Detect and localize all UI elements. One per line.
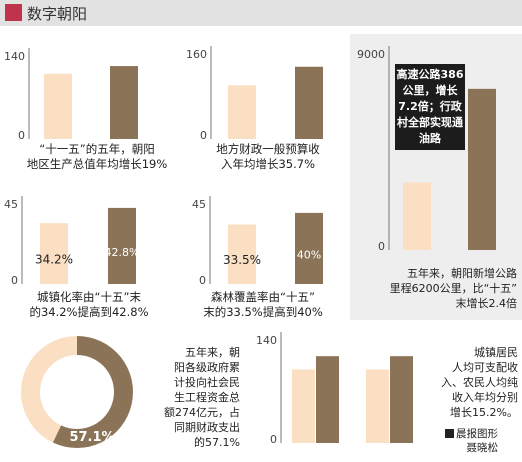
forest-data-label: 40%	[297, 248, 321, 261]
roads-bar	[403, 182, 431, 250]
income-tick-label: 140	[256, 334, 277, 347]
urbanization-caption: 城镇化率由“十五”末 的34.2%提高到42.8%	[14, 290, 164, 320]
caption-line: 人均可支配收	[452, 361, 518, 374]
welfare-caption: 五年来，朝 阳各级政府累 计投向社会民 生工程资金总 额274亿元，占 同期财政…	[136, 345, 240, 450]
welfare-data-label: 57.1%	[69, 430, 114, 445]
caption-line: 地区生产总值年均增长19%	[26, 157, 168, 171]
caption-line: 五年来，朝阳新增公路	[407, 267, 517, 280]
revenue-bar	[295, 66, 323, 139]
welfare-donut-slice	[21, 336, 77, 443]
caption-line: 增长15.2%。	[450, 406, 518, 419]
caption-line: 森林覆盖率由“十五”	[211, 290, 315, 304]
urbanization-tick-label: 45	[4, 198, 18, 211]
caption-line: 的34.2%提高到42.8%	[29, 305, 149, 319]
welfare-donut-slice	[52, 336, 133, 448]
page-title: 数字朝阳	[27, 5, 88, 23]
urbanization-bar	[108, 207, 136, 284]
caption-line: 计投向社会民	[174, 376, 240, 389]
header-square-icon	[5, 4, 22, 21]
credit-line: 聂晓松	[466, 442, 499, 454]
caption-line: 里程6200公里，比“十五”	[389, 282, 517, 295]
caption-line: 阳各级政府累	[174, 361, 240, 374]
caption-line: 额274亿元，占	[164, 406, 240, 419]
roads-tick-label: 0	[378, 240, 385, 253]
roads-bar	[468, 88, 496, 250]
caption-line: 生工程资金总	[174, 391, 240, 404]
forest-bar	[228, 224, 256, 284]
caption-line: 末增长2.4倍	[455, 297, 518, 310]
caption-line: 城镇化率由“十五”末	[37, 290, 141, 304]
roads-callout: 高速公路386公里，增长7.2倍；行政村全部实现通油路	[395, 64, 465, 150]
income-bar	[366, 369, 389, 443]
urbanization-tick-label: 0	[11, 274, 18, 287]
forest-tick-label: 45	[192, 198, 206, 211]
caption-line: “十一五”的五年，朝阳	[39, 142, 155, 156]
income-bar	[316, 356, 339, 443]
gdp-tick-label: 140	[4, 50, 25, 63]
urbanization-bar	[40, 223, 68, 284]
caption-line: 入、农民人均纯	[441, 376, 518, 389]
credit: 晨报图形 聂晓松	[445, 427, 498, 455]
income-bar	[390, 356, 413, 443]
forest-caption: 森林覆盖率由“十五” 末的33.5%提高到40%	[188, 290, 338, 320]
caption-line: 五年来，朝	[185, 346, 240, 359]
forest-tick-label: 0	[199, 274, 206, 287]
roads-caption: 五年来，朝阳新增公路 里程6200公里，比“十五” 末增长2.4倍	[355, 266, 517, 311]
gdp-tick-label: 0	[18, 129, 25, 142]
caption-line: 城镇居民	[474, 346, 518, 359]
income-caption: 城镇居民 人均可支配收 入、农民人均纯 收入年均分别 增长15.2%。	[420, 345, 518, 420]
gdp-bar	[44, 73, 72, 139]
revenue-caption: 地方财政一般预算收 入年均增长35.7%	[188, 142, 348, 172]
income-tick-label: 0	[270, 433, 277, 446]
caption-line: 末的33.5%提高到40%	[203, 305, 323, 319]
forest-bar	[295, 212, 323, 284]
revenue-tick-label: 0	[200, 129, 207, 142]
credit-square-icon	[445, 429, 454, 438]
forest-data-label: 33.5%	[223, 253, 261, 267]
income-bar	[292, 369, 315, 443]
header-bar	[0, 0, 522, 26]
caption-line: 的57.1%	[194, 436, 240, 449]
caption-line: 收入年均分别	[452, 391, 518, 404]
caption-line: 入年均增长35.7%	[220, 157, 316, 171]
gdp-caption: “十一五”的五年，朝阳 地区生产总值年均增长19%	[22, 142, 172, 172]
revenue-bar	[228, 85, 256, 139]
urbanization-data-label: 34.2%	[35, 253, 73, 267]
gdp-bar	[110, 66, 138, 139]
credit-line: 晨报图形	[456, 428, 498, 440]
revenue-tick-label: 160	[186, 48, 207, 61]
urbanization-data-label: 42.8%	[105, 246, 140, 259]
roads-tick-label: 9000	[357, 48, 385, 61]
caption-line: 同期财政支出	[174, 421, 240, 434]
caption-line: 地方财政一般预算收	[216, 142, 320, 156]
